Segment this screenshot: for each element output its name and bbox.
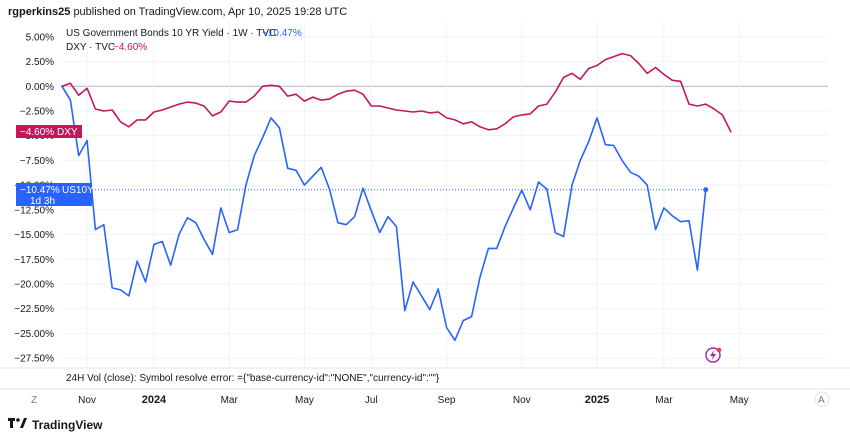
x-tick-label: Nov xyxy=(513,395,531,406)
y-tick-label: −27.50% xyxy=(14,354,54,365)
series-layer xyxy=(61,52,732,342)
legend-us10y-change: −10.47% xyxy=(262,28,302,39)
zoom-left-button[interactable]: Z xyxy=(31,395,37,406)
dxy-price-label: −4.60% DXY xyxy=(16,125,82,138)
y-tick-label: −20.00% xyxy=(14,279,54,290)
series-line-us10y[interactable] xyxy=(61,85,707,342)
legend-dxy-change: −4.60% xyxy=(113,42,147,53)
x-tick-label: May xyxy=(730,395,749,406)
grid xyxy=(0,22,850,390)
x-tick-label: 2025 xyxy=(585,394,609,406)
y-tick-label: 0.00% xyxy=(26,82,54,93)
flash-icon[interactable] xyxy=(705,347,722,363)
x-axis: Nov 2024 Mar May Jul Sep Nov 2025 Mar May xyxy=(78,394,748,406)
us10y-price-label: −10.47% US10Y 1d 3h xyxy=(16,183,94,207)
legend-dxy-name: DXY · TVC xyxy=(66,42,115,53)
indicator-error-text: 24H Vol (close): Symbol resolve error: =… xyxy=(66,373,440,384)
x-tick-label: Mar xyxy=(655,395,673,406)
y-tick-label: −2.50% xyxy=(20,106,54,117)
auto-scale-button[interactable]: A xyxy=(818,395,825,406)
publish-text: published on TradingView.com, Apr 10, 20… xyxy=(73,6,348,18)
us10y-last-point xyxy=(703,187,709,193)
series-line-dxy[interactable] xyxy=(61,52,732,133)
y-tick-label: −7.50% xyxy=(20,156,54,167)
us10y-price-label-symbol: US10Y xyxy=(62,185,94,196)
y-tick-label: 5.00% xyxy=(26,32,54,43)
x-tick-label: 2024 xyxy=(142,394,167,406)
y-tick-label: −22.50% xyxy=(14,304,54,315)
y-tick-label: −12.50% xyxy=(14,205,54,216)
publish-info: rgperkins25 published on TradingView.com… xyxy=(8,6,347,18)
footer-brand[interactable]: TradingView xyxy=(32,417,103,432)
author-name[interactable]: rgperkins25 xyxy=(8,6,71,18)
legend-us10y-name: US Government Bonds 10 YR Yield · 1W · T… xyxy=(66,28,276,39)
us10y-price-label-value: −10.47% xyxy=(20,185,60,196)
x-tick-label: Jul xyxy=(365,395,378,406)
tradingview-logo-icon[interactable] xyxy=(8,417,28,432)
x-tick-label: May xyxy=(295,395,314,406)
dxy-price-label-text: −4.60% DXY xyxy=(20,127,78,138)
x-tick-label: Mar xyxy=(221,395,239,406)
chart[interactable]: 5.00%2.50%0.00%−2.50%−5.00%−7.50%−10.00%… xyxy=(0,0,850,412)
y-tick-label: 2.50% xyxy=(26,57,54,68)
y-tick-label: −25.00% xyxy=(14,329,54,340)
footer: TradingView xyxy=(8,417,102,432)
x-tick-label: Sep xyxy=(438,395,456,406)
us10y-countdown: 1d 3h xyxy=(30,196,55,207)
auto-scale-button-ring[interactable] xyxy=(814,391,830,407)
y-tick-label: −17.50% xyxy=(14,255,54,266)
x-tick-label: Nov xyxy=(78,395,96,406)
y-tick-label: −15.00% xyxy=(14,230,54,241)
